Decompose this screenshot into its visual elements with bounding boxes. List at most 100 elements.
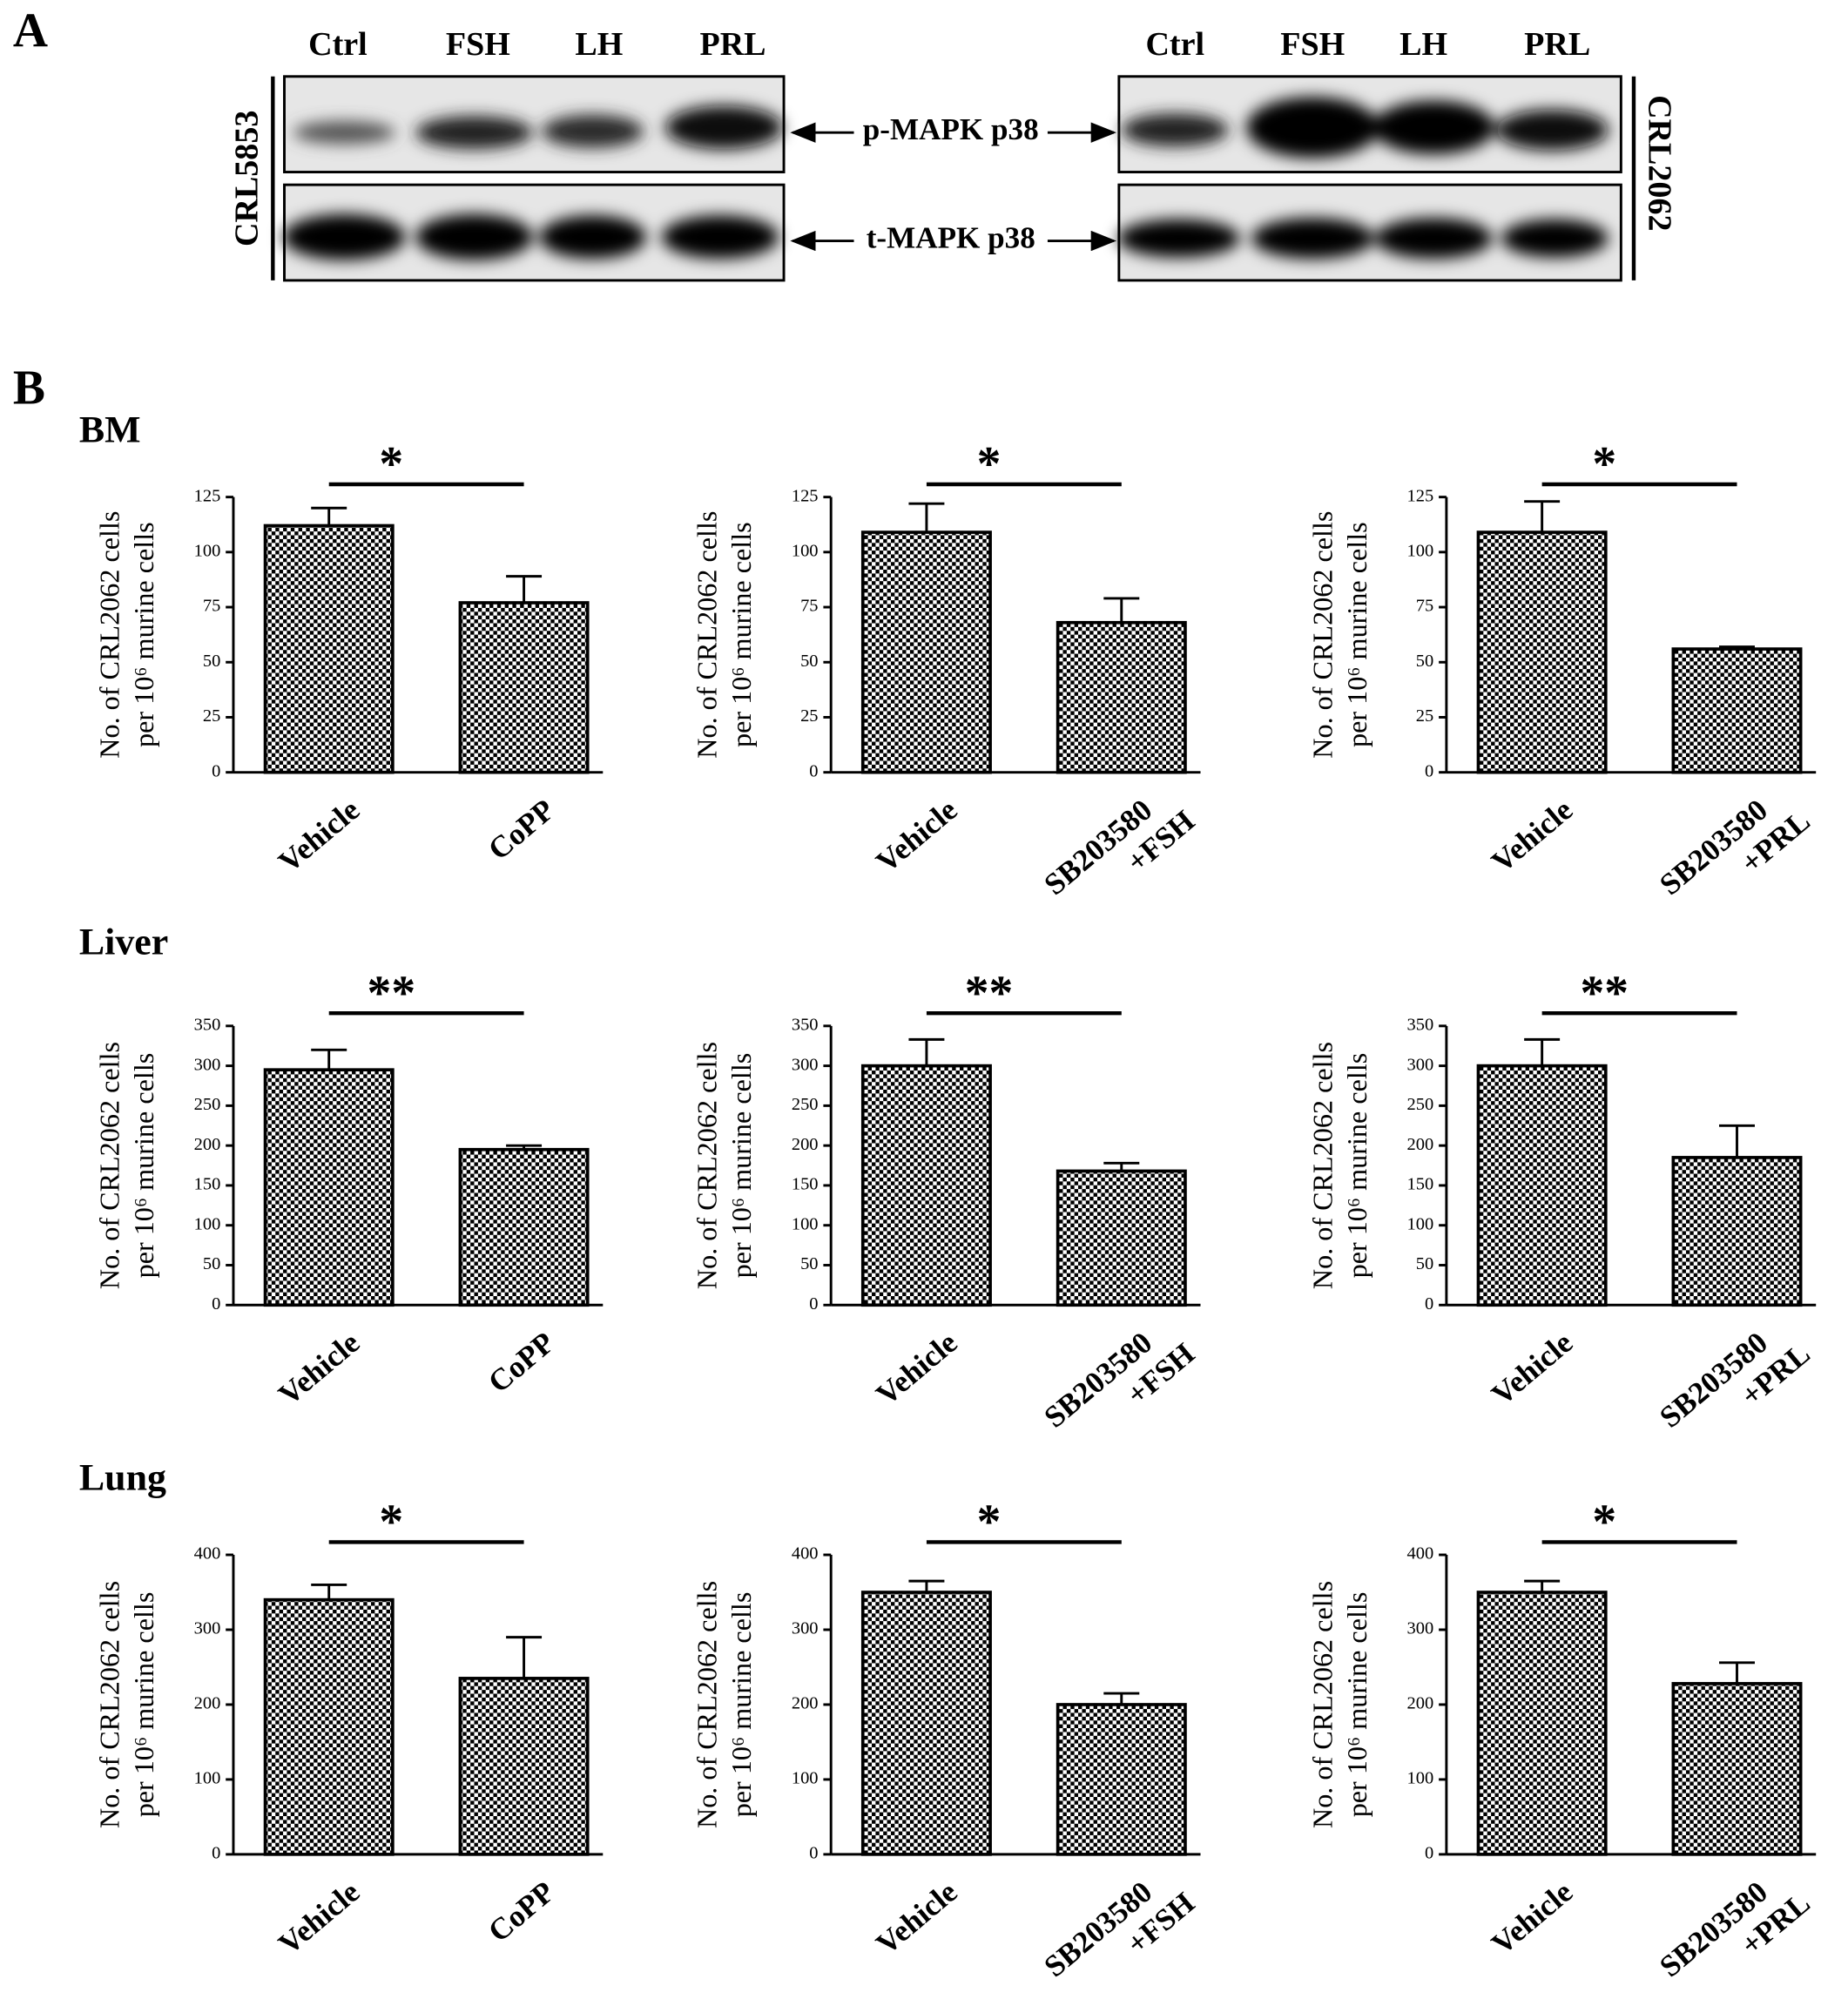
y-tick-label: 100	[194, 1214, 221, 1233]
y-tick-label: 100	[792, 1769, 819, 1788]
y-axis-label: per 10⁶ murine cells	[1341, 1592, 1373, 1818]
y-tick-label: 75	[800, 597, 818, 616]
lane-label: LH	[1399, 26, 1447, 63]
bar	[458, 601, 590, 774]
significance-mark: *	[379, 1496, 403, 1550]
y-axis-label: per 10⁶ murine cells	[128, 522, 159, 747]
y-tick-label: 400	[792, 1544, 819, 1564]
y-tick-label: 100	[1407, 1769, 1434, 1788]
bar	[860, 1591, 992, 1856]
bar	[458, 1677, 590, 1856]
y-tick-label: 200	[792, 1135, 819, 1154]
y-tick-label: 25	[800, 706, 818, 726]
y-tick-label: 300	[194, 1619, 221, 1638]
y-tick-label: 350	[1407, 1016, 1434, 1035]
y-tick-label: 250	[1407, 1095, 1434, 1114]
significance-mark: *	[1592, 1496, 1616, 1550]
y-axis-label: per 10⁶ murine cells	[128, 1053, 159, 1279]
x-tick-label: Vehicle	[1485, 793, 1579, 879]
bar	[1056, 620, 1187, 774]
y-tick-label: 250	[194, 1095, 221, 1114]
bar	[458, 1147, 590, 1307]
y-axis-label: No. of CRL2062 cells	[1306, 511, 1338, 759]
x-tick-label: Vehicle	[870, 1326, 964, 1412]
y-tick-label: 50	[1416, 652, 1433, 671]
x-tick-label: Vehicle	[272, 1326, 366, 1412]
y-axis-label: per 10⁶ murine cells	[725, 1053, 757, 1279]
y-axis-label: per 10⁶ murine cells	[1341, 1053, 1373, 1279]
y-tick-label: 0	[212, 761, 220, 780]
y-tick-label: 200	[1407, 1135, 1434, 1154]
y-tick-label: 75	[203, 597, 220, 616]
lane-label: PRL	[699, 26, 766, 63]
y-axis-label: No. of CRL2062 cells	[1306, 1042, 1338, 1289]
bar	[1671, 1682, 1803, 1856]
x-tick-label: Vehicle	[870, 793, 964, 879]
y-tick-label: 0	[1425, 1294, 1433, 1314]
y-axis-label: No. of CRL2062 cells	[691, 511, 723, 759]
panel-label: A	[13, 4, 48, 58]
y-tick-label: 350	[792, 1016, 819, 1035]
y-tick-label: 150	[194, 1175, 221, 1194]
y-tick-label: 350	[194, 1016, 221, 1035]
significance-mark: *	[1592, 437, 1616, 491]
bar	[860, 1064, 992, 1307]
x-tick-label: Vehicle	[1485, 1874, 1579, 1961]
y-tick-label: 300	[792, 1619, 819, 1638]
x-tick-label: Vehicle	[272, 1874, 366, 1961]
lane-label: PRL	[1524, 26, 1590, 63]
y-tick-label: 400	[1407, 1544, 1434, 1564]
y-tick-label: 125	[1407, 486, 1434, 505]
x-tick-label: SB203580+PRL	[1653, 776, 1816, 929]
bar	[263, 1597, 395, 1856]
y-axis-label: No. of CRL2062 cells	[691, 1042, 723, 1289]
x-tick-label: CoPP	[482, 1326, 561, 1400]
lane-label: Ctrl	[1145, 26, 1204, 63]
y-tick-label: 50	[1416, 1254, 1433, 1273]
y-tick-label: 100	[792, 542, 819, 561]
bar	[1476, 530, 1608, 774]
x-tick-label: SB203580+FSH	[1038, 1858, 1201, 2006]
x-tick-label: SB203580+FSH	[1038, 1309, 1201, 1462]
blot-row-label: t-MAPK p38	[867, 221, 1035, 255]
y-tick-label: 50	[800, 652, 818, 671]
y-tick-label: 200	[1407, 1694, 1434, 1713]
y-tick-label: 200	[792, 1694, 819, 1713]
row-title: Lung	[79, 1456, 166, 1498]
row-title: BM	[79, 409, 141, 451]
y-axis-label: per 10⁶ murine cells	[725, 1592, 757, 1818]
y-tick-label: 150	[1407, 1175, 1434, 1194]
bar	[263, 1068, 395, 1307]
significance-mark: *	[379, 437, 403, 491]
y-tick-label: 0	[1425, 761, 1433, 780]
bar	[1056, 1169, 1187, 1307]
significance-mark: *	[977, 437, 1002, 491]
y-tick-label: 50	[203, 1254, 220, 1273]
y-tick-label: 0	[809, 1294, 818, 1314]
y-tick-label: 125	[194, 486, 221, 505]
x-tick-label: CoPP	[482, 793, 561, 867]
y-tick-label: 50	[203, 652, 220, 671]
y-tick-label: 100	[1407, 542, 1434, 561]
y-axis-label: per 10⁶ murine cells	[128, 1592, 159, 1818]
x-tick-label: SB203580+PRL	[1653, 1309, 1816, 1462]
significance-mark: *	[977, 1496, 1002, 1550]
x-tick-label: Vehicle	[870, 1874, 964, 1961]
y-tick-label: 300	[792, 1055, 819, 1074]
x-tick-label: Vehicle	[272, 793, 366, 879]
y-axis-label: No. of CRL2062 cells	[93, 1042, 125, 1289]
significance-mark: **	[368, 966, 416, 1020]
bar	[860, 530, 992, 774]
bar	[1671, 647, 1803, 774]
y-tick-label: 75	[1416, 597, 1433, 616]
y-tick-label: 0	[809, 761, 818, 780]
lane-label: LH	[575, 26, 623, 63]
x-tick-label: SB203580+FSH	[1038, 776, 1201, 929]
x-tick-label: CoPP	[482, 1874, 561, 1949]
y-tick-label: 300	[1407, 1055, 1434, 1074]
panel-label: B	[13, 361, 45, 415]
bar	[1056, 1703, 1187, 1856]
lane-label: FSH	[1280, 26, 1345, 63]
